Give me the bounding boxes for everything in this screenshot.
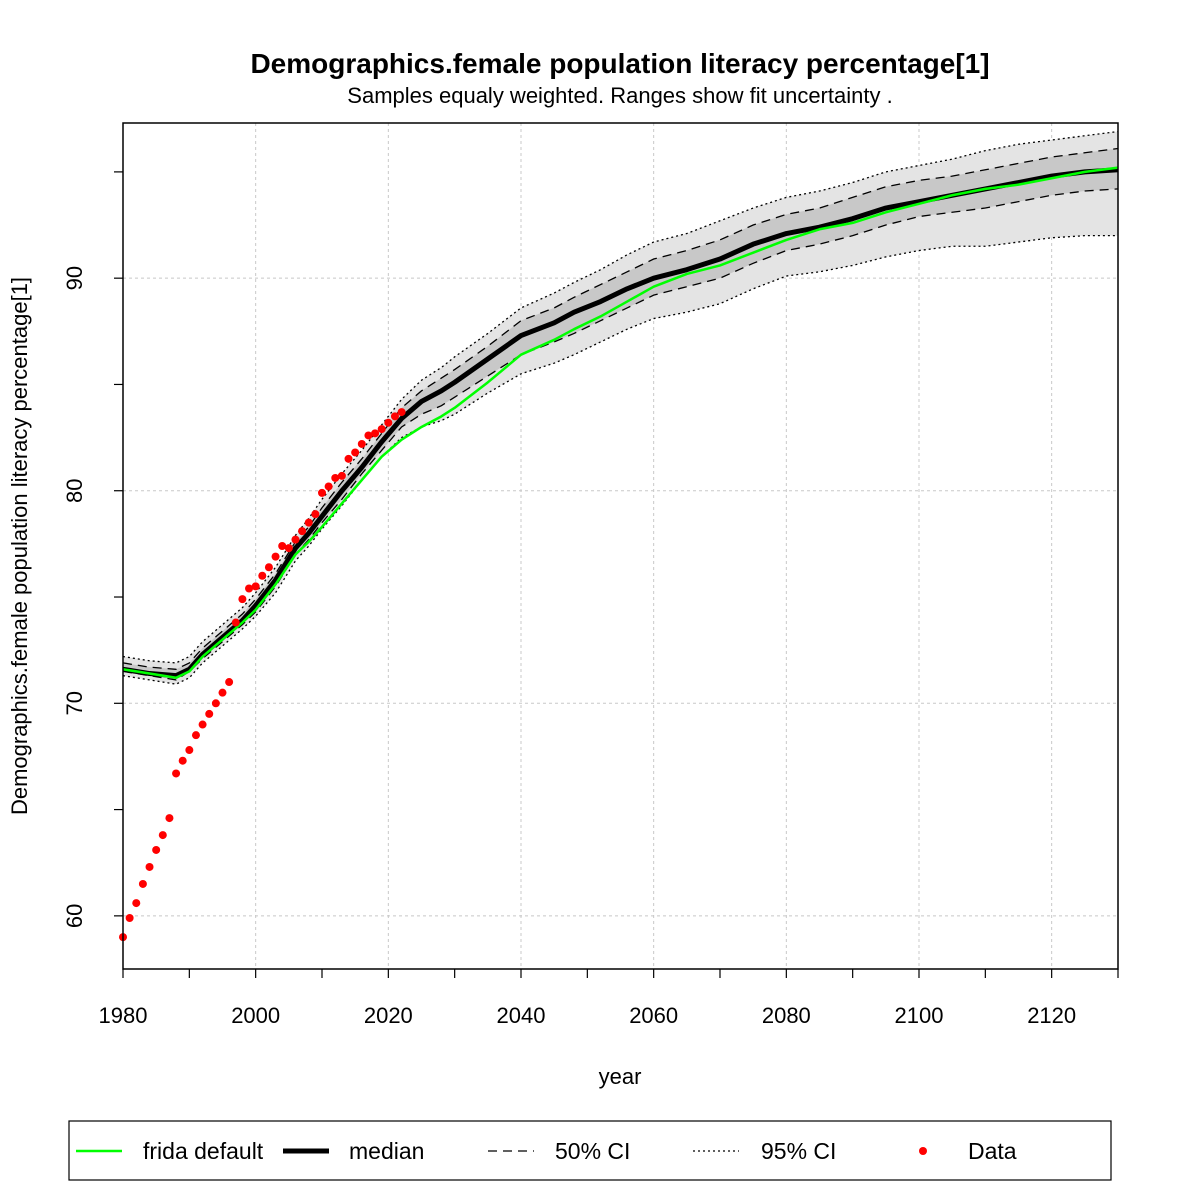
x-tick-label: 2020: [364, 1003, 413, 1028]
data-point: [245, 584, 254, 593]
x-tick-label: 2040: [497, 1003, 546, 1028]
legend: frida default median 50% CI 95% CI Data: [68, 1120, 1112, 1181]
data-point: [185, 746, 194, 755]
data-point: [178, 756, 187, 765]
y-axis: 60 70 80 90: [62, 171, 123, 928]
data-point: [311, 510, 320, 519]
data-points: [119, 408, 406, 942]
data-point: [344, 454, 353, 463]
data-point: [198, 720, 207, 729]
data-point: [152, 845, 161, 854]
x-tick-label: 2080: [762, 1003, 811, 1028]
data-point: [377, 425, 386, 434]
legend-swatch-data: [919, 1147, 927, 1155]
plot-frame: [122, 122, 1119, 970]
x-tick-label: 2100: [895, 1003, 944, 1028]
data-point: [271, 552, 280, 561]
data-point: [218, 688, 227, 697]
data-point: [138, 879, 147, 888]
x-tick-label: 2120: [1027, 1003, 1076, 1028]
data-point: [351, 448, 360, 457]
chart-subtitle: Samples equaly weighted. Ranges show fit…: [347, 83, 892, 108]
y-tick-label: 80: [62, 478, 87, 502]
x-tick-label: 1980: [99, 1003, 148, 1028]
data-point: [191, 731, 200, 740]
x-axis-label: year: [599, 1064, 642, 1089]
y-tick-label: 70: [62, 691, 87, 715]
data-point: [384, 418, 393, 427]
data-point: [225, 678, 234, 687]
legend-label-median: median: [349, 1138, 424, 1164]
frida-default-line: [122, 166, 1119, 680]
data-point: [231, 618, 240, 627]
data-point: [331, 473, 340, 482]
data-point: [264, 563, 273, 572]
data-point: [324, 482, 333, 491]
ci50-lower-line: [122, 188, 1119, 681]
data-point: [251, 582, 260, 591]
ci95-upper-line: [122, 130, 1119, 664]
series-lines: [122, 130, 1119, 685]
data-point: [258, 571, 267, 580]
data-point: [165, 814, 174, 823]
data-point: [390, 412, 399, 421]
y-tick-label: 60: [62, 904, 87, 928]
legend-label-data: Data: [968, 1138, 1017, 1164]
data-point: [357, 439, 366, 448]
data-point: [132, 899, 141, 908]
median-line: [122, 167, 1119, 679]
data-point: [397, 408, 406, 417]
data-point: [284, 544, 293, 553]
legend-label-50ci: 50% CI: [555, 1138, 630, 1164]
data-point: [211, 699, 220, 708]
data-point: [158, 831, 167, 840]
data-point: [304, 518, 313, 527]
data-point: [371, 429, 380, 438]
data-point: [172, 769, 181, 778]
data-point: [337, 471, 346, 480]
x-tick-label: 2000: [231, 1003, 280, 1028]
legend-box: [68, 1120, 1112, 1181]
y-tick-label: 90: [62, 266, 87, 290]
data-point: [291, 535, 300, 544]
legend-label-95ci: 95% CI: [761, 1138, 836, 1164]
grid: [122, 123, 1118, 969]
data-point: [298, 527, 307, 536]
ci50-upper-line: [122, 147, 1119, 670]
data-point: [125, 913, 134, 922]
y-axis-label: Demographics.female population literacy …: [7, 277, 32, 815]
data-point: [145, 862, 154, 871]
data-point: [238, 595, 247, 604]
data-point: [364, 431, 373, 440]
data-point: [318, 488, 326, 497]
data-point: [205, 709, 214, 718]
data-point: [278, 542, 287, 550]
x-axis: 1980 2000 2020 2040 2060 2080 2100 2120: [99, 969, 1119, 1028]
legend-label-frida-default: frida default: [143, 1138, 264, 1164]
x-tick-label: 2060: [629, 1003, 678, 1028]
chart-title: Demographics.female population literacy …: [250, 48, 989, 79]
